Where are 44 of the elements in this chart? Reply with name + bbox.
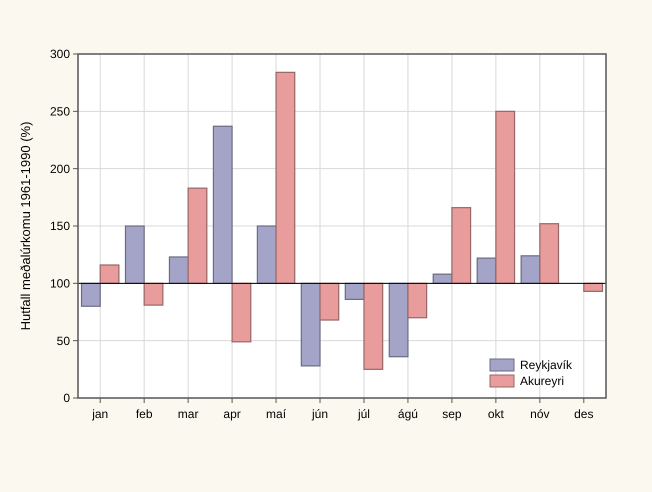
bar [495, 110, 516, 284]
bar [407, 282, 428, 318]
bar [168, 256, 189, 284]
bar [188, 188, 208, 284]
bar [256, 225, 277, 284]
legend-label: Reykjavík [520, 358, 574, 372]
bar [124, 225, 145, 284]
bar [231, 282, 252, 342]
y-tick-label: 150 [50, 219, 70, 234]
bar [539, 223, 560, 284]
bar [583, 282, 604, 292]
legend-label: Akureyri [520, 374, 564, 388]
x-tick-label: feb [136, 407, 153, 421]
x-tick-label: nóv [530, 407, 550, 421]
y-tick-label: 300 [50, 47, 70, 62]
y-tick-label: 250 [50, 104, 70, 119]
x-tick-label: mar [178, 407, 198, 421]
x-tick-label: des [574, 407, 594, 421]
x-tick-label: ágú [398, 407, 418, 421]
x-tick-label: okt [488, 407, 505, 421]
bar [144, 282, 164, 306]
bar [275, 72, 296, 284]
x-tick-label: apr [223, 407, 241, 421]
x-tick-label: júl [356, 407, 370, 421]
bar [212, 126, 233, 284]
x-tick-label: jún [311, 407, 328, 421]
bar [388, 282, 409, 358]
y-axis-title: Hutfall meðalúrkomu 1961-1990 (%) [18, 122, 33, 330]
bar [100, 264, 120, 284]
bar [319, 282, 340, 321]
x-tick-label: maí [266, 407, 287, 421]
x-tick-label: sep [442, 407, 462, 421]
bar [80, 282, 101, 307]
y-tick-label: 50 [56, 334, 70, 348]
y-tick-label: 0 [63, 391, 70, 406]
bar [476, 258, 496, 284]
bar [451, 207, 472, 284]
x-tick-label: jan [91, 407, 108, 421]
bar [520, 255, 540, 284]
y-tick-label: 200 [50, 162, 70, 176]
bar [363, 282, 384, 370]
bar [300, 282, 321, 366]
bar [344, 282, 365, 300]
y-tick-label: 100 [50, 276, 70, 291]
